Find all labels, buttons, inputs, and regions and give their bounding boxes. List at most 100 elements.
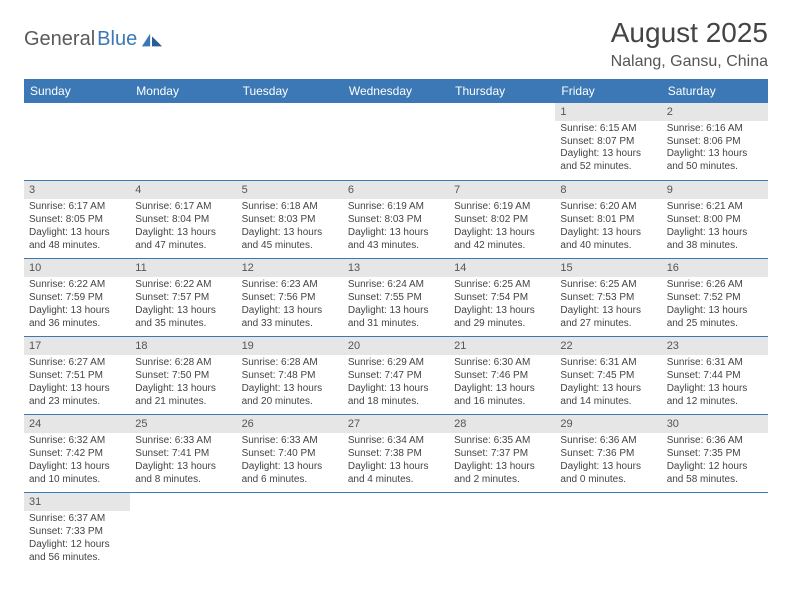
calendar-week-row: 10Sunrise: 6:22 AMSunset: 7:59 PMDayligh…	[24, 259, 768, 337]
sunset-text: Sunset: 8:07 PM	[560, 136, 656, 149]
sunset-text: Sunset: 7:40 PM	[242, 448, 338, 461]
sunrise-text: Sunrise: 6:36 AM	[560, 435, 656, 448]
sunrise-text: Sunrise: 6:19 AM	[348, 201, 444, 214]
day-number: 2	[662, 103, 768, 121]
calendar-day-cell	[130, 103, 236, 181]
daylight-text: Daylight: 13 hours and 25 minutes.	[667, 305, 763, 331]
day-details: Sunrise: 6:25 AMSunset: 7:54 PMDaylight:…	[449, 277, 555, 333]
day-number: 1	[555, 103, 661, 121]
calendar-day-cell: 1Sunrise: 6:15 AMSunset: 8:07 PMDaylight…	[555, 103, 661, 181]
day-details: Sunrise: 6:21 AMSunset: 8:00 PMDaylight:…	[662, 199, 768, 255]
day-number: 27	[343, 415, 449, 433]
daylight-text: Daylight: 13 hours and 38 minutes.	[667, 227, 763, 253]
sunrise-text: Sunrise: 6:25 AM	[560, 279, 656, 292]
daylight-text: Daylight: 13 hours and 10 minutes.	[29, 461, 125, 487]
calendar-day-cell	[24, 103, 130, 181]
calendar-day-cell	[449, 493, 555, 571]
day-number: 17	[24, 337, 130, 355]
calendar-day-cell: 30Sunrise: 6:36 AMSunset: 7:35 PMDayligh…	[662, 415, 768, 493]
day-number: 5	[237, 181, 343, 199]
calendar-week-row: 1Sunrise: 6:15 AMSunset: 8:07 PMDaylight…	[24, 103, 768, 181]
sunrise-text: Sunrise: 6:23 AM	[242, 279, 338, 292]
day-details: Sunrise: 6:32 AMSunset: 7:42 PMDaylight:…	[24, 433, 130, 489]
daylight-text: Daylight: 13 hours and 45 minutes.	[242, 227, 338, 253]
calendar-day-cell: 17Sunrise: 6:27 AMSunset: 7:51 PMDayligh…	[24, 337, 130, 415]
day-number: 22	[555, 337, 661, 355]
calendar-day-cell: 15Sunrise: 6:25 AMSunset: 7:53 PMDayligh…	[555, 259, 661, 337]
day-number: 10	[24, 259, 130, 277]
daylight-text: Daylight: 13 hours and 48 minutes.	[29, 227, 125, 253]
page-header: General Blue August 2025 Nalang, Gansu, …	[24, 18, 768, 71]
day-number: 21	[449, 337, 555, 355]
calendar-day-cell	[343, 493, 449, 571]
day-number-bar-empty	[449, 493, 555, 511]
brand-part2: Blue	[97, 28, 137, 51]
day-details: Sunrise: 6:29 AMSunset: 7:47 PMDaylight:…	[343, 355, 449, 411]
calendar-day-cell: 12Sunrise: 6:23 AMSunset: 7:56 PMDayligh…	[237, 259, 343, 337]
daylight-text: Daylight: 13 hours and 27 minutes.	[560, 305, 656, 331]
calendar-day-cell	[449, 103, 555, 181]
sunrise-text: Sunrise: 6:36 AM	[667, 435, 763, 448]
day-number: 12	[237, 259, 343, 277]
sunset-text: Sunset: 8:01 PM	[560, 214, 656, 227]
daylight-text: Daylight: 13 hours and 52 minutes.	[560, 148, 656, 174]
day-details: Sunrise: 6:19 AMSunset: 8:03 PMDaylight:…	[343, 199, 449, 255]
sunrise-text: Sunrise: 6:33 AM	[242, 435, 338, 448]
weekday-header: Tuesday	[237, 79, 343, 103]
calendar-week-row: 17Sunrise: 6:27 AMSunset: 7:51 PMDayligh…	[24, 337, 768, 415]
weekday-header: Friday	[555, 79, 661, 103]
day-number: 13	[343, 259, 449, 277]
calendar-week-row: 3Sunrise: 6:17 AMSunset: 8:05 PMDaylight…	[24, 181, 768, 259]
day-number: 20	[343, 337, 449, 355]
sunset-text: Sunset: 7:38 PM	[348, 448, 444, 461]
day-details: Sunrise: 6:24 AMSunset: 7:55 PMDaylight:…	[343, 277, 449, 333]
calendar-table: SundayMondayTuesdayWednesdayThursdayFrid…	[24, 79, 768, 571]
day-number: 7	[449, 181, 555, 199]
day-number: 11	[130, 259, 236, 277]
day-number: 4	[130, 181, 236, 199]
sunset-text: Sunset: 7:59 PM	[29, 292, 125, 305]
day-details: Sunrise: 6:31 AMSunset: 7:44 PMDaylight:…	[662, 355, 768, 411]
sunset-text: Sunset: 7:51 PM	[29, 370, 125, 383]
brand-logo: General Blue	[24, 18, 163, 51]
sunset-text: Sunset: 7:56 PM	[242, 292, 338, 305]
calendar-day-cell: 14Sunrise: 6:25 AMSunset: 7:54 PMDayligh…	[449, 259, 555, 337]
day-number-bar-empty	[24, 103, 130, 121]
sunrise-text: Sunrise: 6:26 AM	[667, 279, 763, 292]
calendar-page: General Blue August 2025 Nalang, Gansu, …	[0, 0, 792, 612]
calendar-day-cell: 18Sunrise: 6:28 AMSunset: 7:50 PMDayligh…	[130, 337, 236, 415]
day-details: Sunrise: 6:27 AMSunset: 7:51 PMDaylight:…	[24, 355, 130, 411]
day-details: Sunrise: 6:30 AMSunset: 7:46 PMDaylight:…	[449, 355, 555, 411]
location-subtitle: Nalang, Gansu, China	[611, 53, 768, 71]
calendar-day-cell: 31Sunrise: 6:37 AMSunset: 7:33 PMDayligh…	[24, 493, 130, 571]
calendar-day-cell: 6Sunrise: 6:19 AMSunset: 8:03 PMDaylight…	[343, 181, 449, 259]
daylight-text: Daylight: 13 hours and 47 minutes.	[135, 227, 231, 253]
sunset-text: Sunset: 7:45 PM	[560, 370, 656, 383]
sunset-text: Sunset: 8:05 PM	[29, 214, 125, 227]
day-number: 6	[343, 181, 449, 199]
sunrise-text: Sunrise: 6:28 AM	[242, 357, 338, 370]
daylight-text: Daylight: 13 hours and 21 minutes.	[135, 383, 231, 409]
day-number: 8	[555, 181, 661, 199]
weekday-header: Sunday	[24, 79, 130, 103]
calendar-day-cell: 7Sunrise: 6:19 AMSunset: 8:02 PMDaylight…	[449, 181, 555, 259]
sunset-text: Sunset: 7:57 PM	[135, 292, 231, 305]
day-details: Sunrise: 6:31 AMSunset: 7:45 PMDaylight:…	[555, 355, 661, 411]
day-details: Sunrise: 6:17 AMSunset: 8:04 PMDaylight:…	[130, 199, 236, 255]
day-number: 29	[555, 415, 661, 433]
month-year-title: August 2025	[611, 18, 768, 49]
sunrise-text: Sunrise: 6:32 AM	[29, 435, 125, 448]
calendar-day-cell: 20Sunrise: 6:29 AMSunset: 7:47 PMDayligh…	[343, 337, 449, 415]
weekday-header: Thursday	[449, 79, 555, 103]
day-number: 25	[130, 415, 236, 433]
calendar-day-cell: 21Sunrise: 6:30 AMSunset: 7:46 PMDayligh…	[449, 337, 555, 415]
day-number: 3	[24, 181, 130, 199]
day-details: Sunrise: 6:22 AMSunset: 7:57 PMDaylight:…	[130, 277, 236, 333]
day-details: Sunrise: 6:20 AMSunset: 8:01 PMDaylight:…	[555, 199, 661, 255]
sunrise-text: Sunrise: 6:27 AM	[29, 357, 125, 370]
day-details: Sunrise: 6:34 AMSunset: 7:38 PMDaylight:…	[343, 433, 449, 489]
day-details: Sunrise: 6:33 AMSunset: 7:40 PMDaylight:…	[237, 433, 343, 489]
sunset-text: Sunset: 8:00 PM	[667, 214, 763, 227]
calendar-day-cell: 5Sunrise: 6:18 AMSunset: 8:03 PMDaylight…	[237, 181, 343, 259]
sunset-text: Sunset: 8:03 PM	[242, 214, 338, 227]
